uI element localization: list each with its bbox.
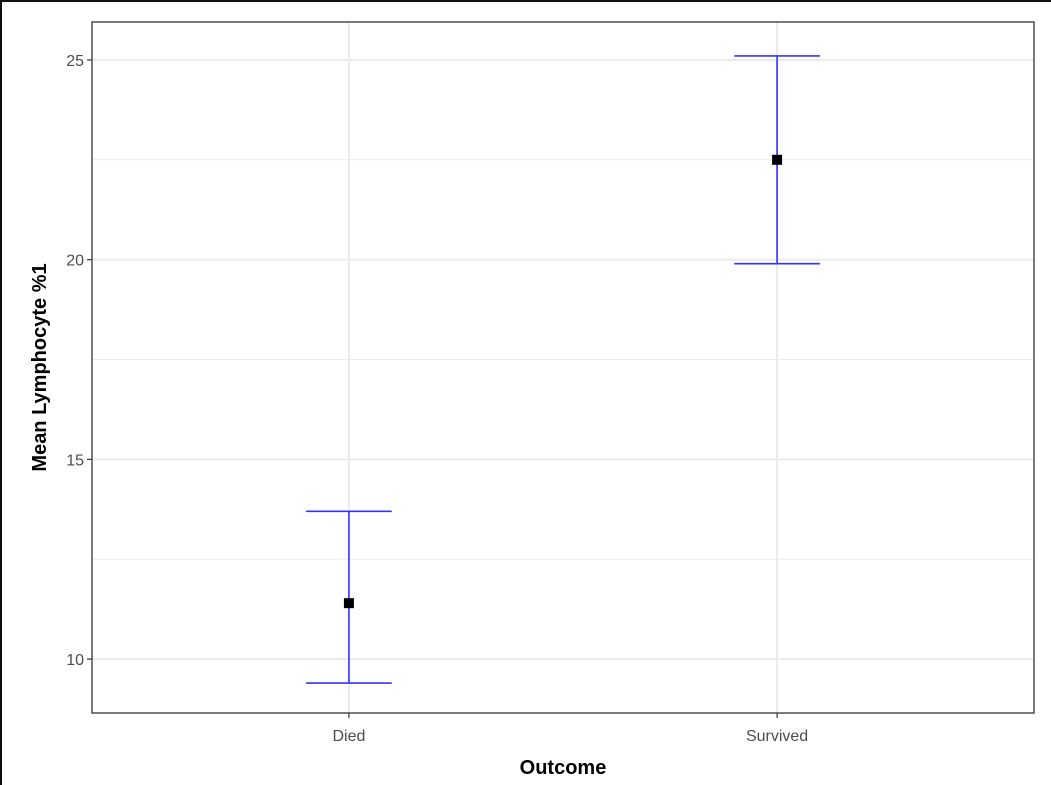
- mean-point-survived: [772, 154, 783, 165]
- error-bar-survived: [734, 55, 820, 265]
- chart-marks: [306, 55, 820, 684]
- axis-ticks: [87, 59, 778, 718]
- y-axis-title: Mean Lymphocyte %1: [29, 263, 51, 471]
- y-tick-label: 20: [66, 253, 84, 270]
- major-gridlines: [92, 22, 1034, 713]
- x-axis-title: Outcome: [520, 757, 607, 779]
- x-tick-label: Died: [332, 728, 365, 745]
- axis-tick-labels: 10 15 20 25 Died Survived: [66, 53, 808, 745]
- y-tick-label: 25: [66, 53, 84, 70]
- panel-border: [91, 21, 1035, 714]
- mean-point-died: [343, 598, 354, 609]
- x-tick-label: Survived: [746, 728, 808, 745]
- y-tick-label: 10: [66, 652, 84, 669]
- error-bar-died: [306, 510, 392, 684]
- minor-gridlines: [92, 159, 1034, 560]
- y-tick-label: 15: [66, 452, 84, 469]
